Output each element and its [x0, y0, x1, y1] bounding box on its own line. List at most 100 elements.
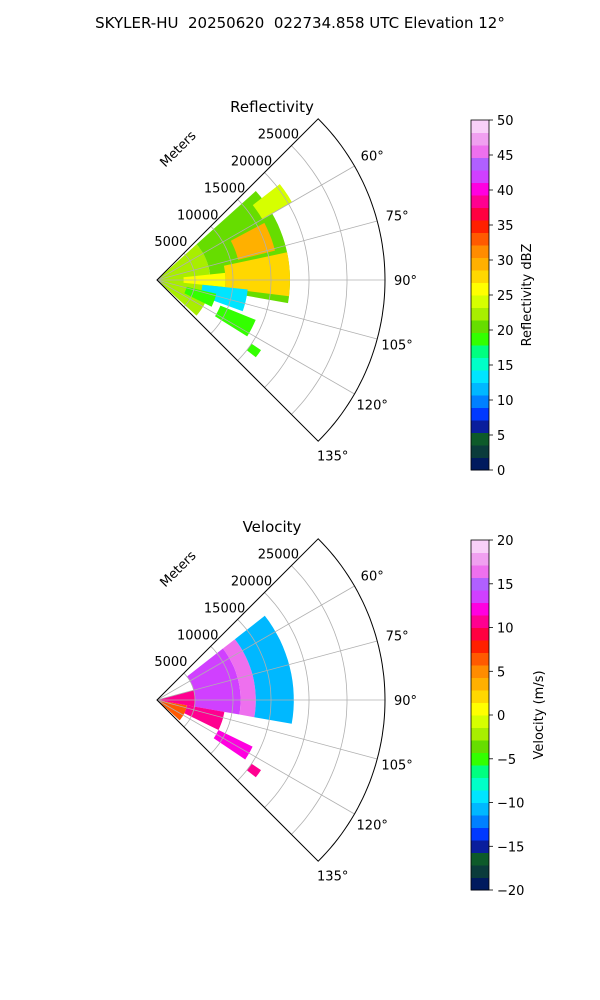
velocity-colorbar: −20 −15 −10 −5 0 5 10 15 20: [470, 534, 524, 899]
reflectivity-axis-labels: 60° 75° 90° 105° 120° 135° 5000 10000 15000 20000…: [154, 128, 417, 465]
colorbar-tick-label-1: 5: [497, 429, 505, 444]
colorbar-swatch-16: [471, 677, 489, 691]
colorbar-tick-label-5: 5: [497, 665, 505, 680]
theta-tick-label-0: 60°: [361, 570, 384, 585]
colorbar-swatch-10: [471, 752, 489, 766]
sector-outline: [156, 118, 386, 442]
colorbar-tick-label-10: 50: [497, 114, 514, 129]
colorbar-swatch-6: [471, 382, 489, 396]
echo-region-5: [184, 705, 225, 730]
colorbar-swatch-25: [471, 565, 489, 578]
colorbar-swatch-23: [471, 590, 489, 603]
echo-region-9: [246, 343, 261, 358]
colorbar-swatch-10: [471, 332, 489, 346]
colorbar-tick-label-3: 15: [497, 359, 514, 374]
azimuth-spoke-0: [156, 165, 355, 281]
echo-region-7: [184, 286, 217, 307]
colorbar-swatch-9: [471, 345, 489, 358]
colorbar-swatch-5: [471, 815, 489, 828]
azimuth-spoke-4: [156, 699, 355, 815]
colorbar-swatch-21: [471, 195, 489, 208]
range-axis-label: Meters: [158, 128, 200, 170]
theta-tick-label-2: 90°: [394, 274, 417, 289]
colorbar-swatch-24: [471, 577, 489, 591]
colorbar-swatch-7: [471, 790, 489, 803]
colorbar-swatch-22: [471, 182, 489, 196]
colorbar-swatch-19: [471, 220, 489, 233]
colorbar-swatch-4: [471, 827, 489, 841]
colorbar-swatch-1: [471, 865, 489, 878]
colorbar-swatch-11: [471, 320, 489, 333]
colorbar-swatch-4: [471, 407, 489, 421]
colorbar-swatch-23: [471, 170, 489, 183]
colorbar-swatch-15: [471, 690, 489, 703]
colorbar-tick-label-8: 20: [497, 534, 514, 549]
echo-region-4: [223, 252, 290, 297]
colorbar-swatch-6: [471, 802, 489, 816]
colorbar-swatch-26: [471, 132, 489, 146]
colorbar-tick-label-8: 40: [497, 184, 514, 199]
echo-region-7: [246, 763, 261, 778]
azimuth-spoke-1: [156, 220, 378, 281]
colorbar-tick-label-7: 35: [497, 219, 514, 234]
colorbar-swatch-2: [471, 432, 489, 446]
range-tick-label-0: 5000: [154, 235, 187, 250]
echo-region-2: [186, 648, 241, 715]
theta-tick-label-4: 120°: [357, 398, 388, 413]
sector-outline: [156, 538, 386, 862]
colorbar-swatch-9: [471, 765, 489, 778]
colorbar-swatch-7: [471, 370, 489, 383]
colorbar-tick-label-3: −5: [497, 753, 516, 768]
range-axis-label: Meters: [158, 548, 200, 590]
colorbar-swatch-0: [471, 457, 489, 471]
range-tick-label-1: 10000: [177, 208, 218, 223]
range-tick-label-3: 20000: [231, 575, 272, 590]
theta-tick-label-4: 120°: [357, 818, 388, 833]
reflectivity-colorbar: 0 5 10 15 20 25 30 35 40 45 50: [470, 114, 514, 479]
colorbar-label: Velocity (m/s): [532, 670, 547, 759]
colorbar-swatch-21: [471, 615, 489, 628]
colorbar-label: Reflectivity dBZ: [520, 244, 535, 347]
theta-tick-label-1: 75°: [386, 630, 409, 645]
colorbar-swatch-0: [471, 877, 489, 891]
velocity-polar-grid: [156, 538, 386, 862]
echo-region-4: [234, 615, 294, 724]
theta-tick-label-1: 75°: [386, 210, 409, 225]
colorbar-swatch-22: [471, 602, 489, 616]
colorbar-tick-label-7: 15: [497, 578, 514, 593]
colorbar-swatch-17: [471, 245, 489, 258]
colorbar-swatch-25: [471, 145, 489, 158]
azimuth-spoke-0: [156, 585, 355, 701]
theta-tick-label-3: 105°: [381, 338, 412, 353]
colorbar-swatch-20: [471, 627, 489, 641]
panel-reflectivity: Reflectivity 60° 75° 90° 105° 120° 135° 5000 10…: [154, 98, 417, 465]
theta-tick-label-5: 135°: [317, 450, 348, 465]
echo-region-2: [252, 184, 292, 220]
colorbar-swatch-16: [471, 257, 489, 271]
colorbar-swatch-14: [471, 282, 489, 296]
panel-title: Reflectivity: [230, 98, 314, 116]
range-tick-label-3: 20000: [231, 155, 272, 170]
range-tick-label-1: 10000: [177, 628, 218, 643]
colorbar-tick-label-2: 10: [497, 394, 514, 409]
echo-region-1: [157, 690, 195, 707]
colorbar-swatch-1: [471, 445, 489, 458]
colorbar-tick-label-6: 30: [497, 254, 514, 269]
azimuth-spoke-1: [156, 640, 378, 701]
colorbar-tick-label-0: −20: [497, 884, 524, 899]
panel-title: Velocity: [243, 518, 302, 536]
echo-region-6: [213, 730, 253, 760]
range-tick-label-4: 25000: [258, 548, 299, 563]
colorbar-swatch-13: [471, 295, 489, 308]
colorbar-reflectivity: 0 5 10 15 20 25 30 35 40 45 50 Reflectivity dBZ: [470, 114, 535, 479]
theta-tick-label-2: 90°: [394, 694, 417, 709]
colorbar-swatch-17: [471, 665, 489, 678]
colorbar-swatch-20: [471, 207, 489, 221]
colorbar-swatch-3: [471, 420, 489, 433]
range-tick-label-2: 15000: [204, 181, 245, 196]
echo-region-3: [230, 222, 275, 260]
theta-tick-label-5: 135°: [317, 870, 348, 885]
theta-tick-label-3: 105°: [381, 758, 412, 773]
colorbar-swatch-12: [471, 307, 489, 321]
